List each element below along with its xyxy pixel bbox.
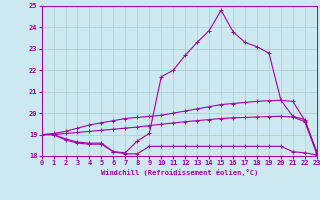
- X-axis label: Windchill (Refroidissement éolien,°C): Windchill (Refroidissement éolien,°C): [100, 169, 258, 176]
